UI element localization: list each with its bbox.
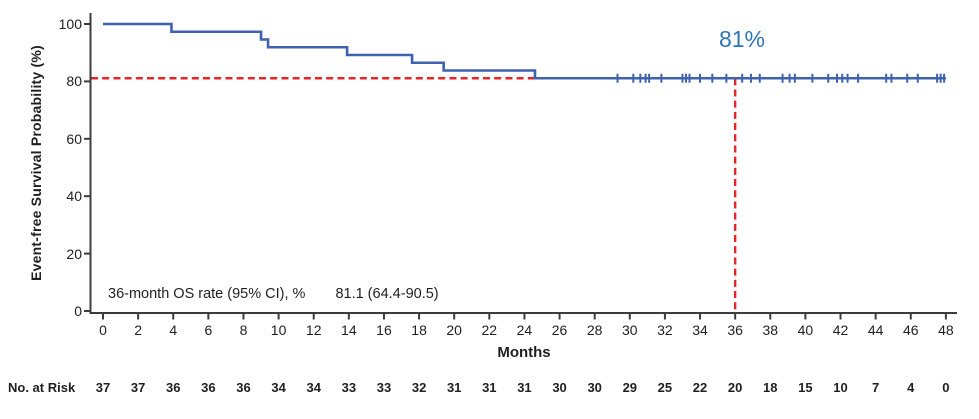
x-tick-label: 26 (551, 322, 568, 338)
risk-value: 31 (517, 380, 532, 395)
x-tick-label: 30 (622, 322, 638, 338)
y-tick-label: 0 (74, 303, 82, 319)
x-tick-label: 22 (481, 322, 498, 338)
x-tick-label: 14 (341, 322, 357, 338)
x-tick-label: 18 (411, 322, 427, 338)
y-tick-label: 40 (66, 188, 82, 205)
x-tick-label: 8 (239, 322, 248, 338)
risk-value: 30 (587, 380, 602, 395)
x-axis-title: Months (497, 344, 551, 361)
x-tick-label: 0 (99, 322, 107, 338)
x-tick-label: 44 (867, 322, 884, 338)
risk-value: 0 (942, 380, 950, 395)
risk-value: 37 (130, 380, 146, 395)
risk-value: 36 (166, 380, 181, 395)
x-tick-label: 10 (270, 322, 287, 338)
x-tick-label: 38 (762, 322, 779, 338)
risk-value: 34 (271, 380, 286, 395)
x-tick-label: 12 (305, 322, 322, 338)
x-tick-label: 36 (727, 322, 743, 338)
percent-callout: 81% (718, 26, 766, 52)
x-tick-label: 46 (902, 322, 919, 338)
risk-value: 18 (763, 380, 778, 395)
risk-value: 4 (907, 380, 915, 395)
risk-value: 32 (411, 380, 427, 395)
y-tick-label: 20 (66, 245, 82, 262)
y-tick-label: 80 (66, 73, 82, 90)
x-tick-label: 2 (134, 322, 142, 338)
y-axis-title: Event-free Survival Probability (%) (28, 45, 44, 281)
y-tick-label: 60 (66, 130, 82, 147)
os-rate-annotation: 36-month OS rate (95% CI), % 81.1 (64.4-… (108, 286, 439, 302)
x-tick-label: 42 (832, 322, 849, 338)
x-tick-label: 4 (169, 322, 178, 338)
x-tick-label: 40 (797, 322, 814, 338)
risk-value: 37 (95, 380, 111, 395)
x-tick-label: 16 (376, 322, 392, 338)
km-step-curve (103, 22, 946, 80)
risk-value: 31 (446, 380, 462, 395)
annotation-value: 81.1 (64.4-90.5) (335, 286, 439, 302)
x-tick-label: 28 (586, 322, 603, 338)
x-tick-label: 20 (446, 322, 462, 338)
risk-value: 34 (306, 380, 321, 395)
risk-value: 30 (552, 380, 567, 395)
risk-value: 15 (798, 380, 813, 395)
risk-value: 25 (657, 380, 673, 395)
x-tick-label: 34 (692, 322, 708, 338)
risk-value: 33 (376, 380, 392, 395)
risk-value: 36 (236, 380, 251, 395)
risk-value: 7 (872, 380, 880, 395)
risk-value: 22 (692, 380, 708, 395)
annotation-label: 36-month OS rate (95% CI), % (108, 286, 306, 302)
risk-value: 29 (622, 380, 638, 395)
x-tick-label: 48 (938, 322, 954, 338)
risk-value: 36 (201, 380, 216, 395)
risk-table-label: No. at Risk (8, 380, 76, 395)
risk-value: 31 (482, 380, 497, 395)
risk-value: 33 (341, 380, 357, 395)
risk-value: 10 (833, 380, 848, 395)
x-tick-label: 24 (516, 322, 533, 338)
y-tick-label: 100 (58, 16, 82, 32)
x-tick-label: 6 (204, 322, 213, 338)
risk-value: 20 (727, 380, 743, 395)
x-tick-label: 32 (657, 322, 673, 338)
